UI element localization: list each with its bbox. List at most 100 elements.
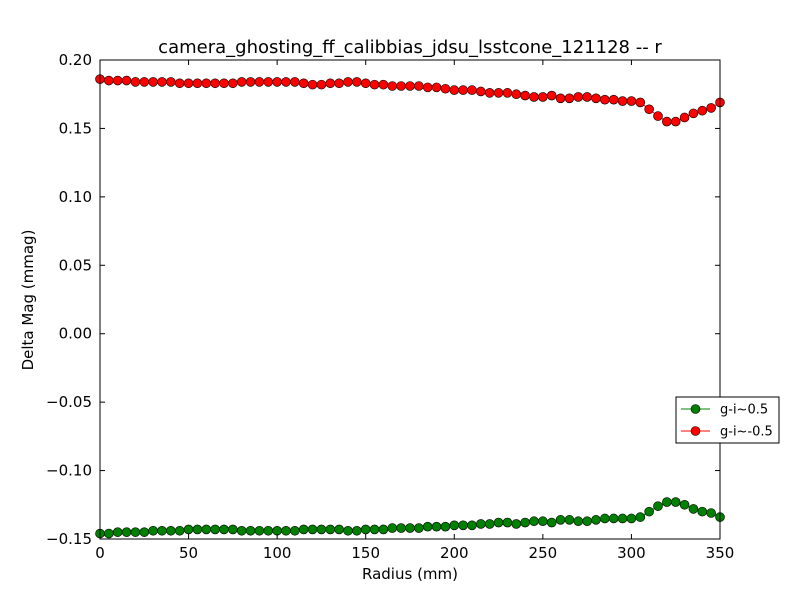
data-point bbox=[387, 81, 398, 91]
data-point bbox=[644, 104, 654, 115]
data-point bbox=[493, 88, 504, 98]
data-point bbox=[564, 93, 575, 104]
data-point bbox=[626, 96, 637, 106]
x-tick-label: 350 bbox=[706, 544, 735, 562]
data-point bbox=[635, 512, 646, 522]
data-point bbox=[166, 77, 176, 87]
y-tick-label: −0.15 bbox=[46, 530, 92, 548]
data-point bbox=[174, 525, 185, 536]
x-axis-ticks: 0 50 100 150 200 250 300 350 bbox=[95, 60, 734, 562]
y-tick-label: 0.05 bbox=[59, 256, 92, 274]
data-point bbox=[670, 116, 681, 127]
data-point bbox=[236, 77, 247, 87]
data-point bbox=[644, 506, 654, 517]
x-tick-label: 250 bbox=[529, 544, 558, 562]
data-point bbox=[662, 116, 672, 127]
data-point bbox=[298, 524, 309, 535]
data-point bbox=[104, 528, 114, 539]
data-point bbox=[662, 497, 672, 507]
data-point bbox=[467, 520, 477, 531]
data-point bbox=[653, 501, 663, 511]
data-point bbox=[396, 81, 406, 91]
data-point bbox=[555, 93, 566, 104]
data-point bbox=[538, 92, 548, 102]
data-point bbox=[334, 524, 344, 535]
data-point bbox=[635, 97, 646, 108]
data-point bbox=[148, 77, 158, 87]
data-point bbox=[228, 78, 238, 89]
data-point bbox=[104, 75, 114, 86]
data-point bbox=[511, 519, 522, 529]
data-point bbox=[201, 78, 212, 89]
data-point bbox=[555, 515, 566, 525]
data-point bbox=[210, 78, 220, 89]
data-point bbox=[529, 516, 539, 527]
y-tick-label: 0.10 bbox=[59, 188, 92, 206]
data-point bbox=[369, 79, 380, 90]
data-point bbox=[112, 75, 123, 86]
data-point bbox=[183, 78, 194, 89]
data-point bbox=[582, 516, 592, 527]
data-point bbox=[272, 77, 282, 87]
data-point bbox=[130, 527, 141, 537]
data-point bbox=[591, 93, 601, 104]
data-point bbox=[245, 525, 256, 536]
data-point bbox=[236, 525, 247, 536]
data-point bbox=[290, 525, 300, 536]
legend: g-i~0.5 g-i~-0.5 bbox=[675, 396, 780, 444]
data-point bbox=[706, 103, 716, 113]
data-point bbox=[192, 78, 203, 89]
data-point bbox=[511, 89, 522, 100]
data-point bbox=[688, 504, 699, 514]
data-point bbox=[573, 516, 584, 527]
data-point bbox=[679, 499, 690, 510]
data-point bbox=[440, 521, 451, 532]
data-point bbox=[174, 78, 185, 89]
data-point bbox=[121, 527, 132, 537]
series-0 bbox=[95, 497, 725, 539]
data-point bbox=[325, 524, 336, 535]
data-point bbox=[449, 85, 460, 95]
data-point bbox=[210, 524, 220, 535]
data-point bbox=[405, 81, 415, 91]
data-point bbox=[431, 82, 442, 93]
data-point bbox=[343, 77, 353, 87]
data-point bbox=[564, 515, 575, 525]
data-point bbox=[396, 523, 406, 533]
data-point bbox=[352, 77, 362, 87]
data-point bbox=[369, 524, 380, 535]
y-tick-label: 0.00 bbox=[59, 325, 92, 343]
data-point bbox=[653, 111, 663, 121]
data-point bbox=[600, 513, 610, 524]
data-point bbox=[520, 517, 530, 528]
data-point bbox=[192, 524, 203, 535]
data-point bbox=[617, 513, 628, 524]
data-point bbox=[254, 77, 265, 87]
data-point bbox=[414, 523, 424, 533]
data-point bbox=[431, 521, 442, 532]
y-axis-ticks: −0.15 −0.10 −0.05 0.00 0.05 0.10 0.15 0.20 bbox=[46, 51, 720, 548]
data-point bbox=[591, 515, 601, 525]
data-point bbox=[484, 88, 495, 98]
data-point bbox=[201, 524, 212, 535]
data-point bbox=[307, 524, 318, 535]
data-point bbox=[157, 77, 167, 87]
data-point bbox=[600, 94, 610, 105]
legend-box bbox=[675, 396, 780, 444]
series-layer bbox=[95, 74, 725, 539]
data-point bbox=[157, 525, 167, 536]
data-point bbox=[228, 524, 238, 535]
data-point bbox=[458, 520, 468, 531]
data-point bbox=[467, 85, 477, 95]
data-point bbox=[378, 79, 389, 90]
data-point bbox=[245, 77, 256, 87]
data-point bbox=[254, 525, 265, 536]
data-point bbox=[148, 525, 158, 536]
data-point bbox=[440, 83, 451, 94]
data-point bbox=[316, 524, 327, 535]
data-point bbox=[493, 517, 504, 528]
legend-marker-green bbox=[690, 404, 701, 414]
data-point bbox=[670, 497, 681, 507]
data-point bbox=[608, 94, 619, 105]
